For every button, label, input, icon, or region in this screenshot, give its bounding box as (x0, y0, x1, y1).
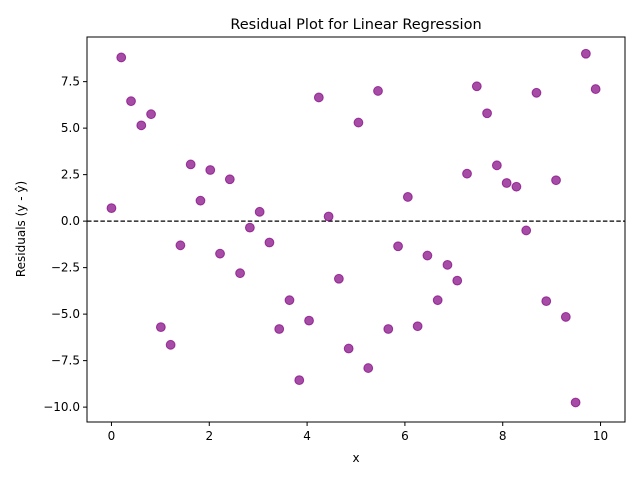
y-tick-label: −10.0 (43, 400, 80, 414)
data-point (452, 275, 463, 286)
data-point (432, 295, 443, 306)
data-point (323, 211, 334, 222)
data-point (343, 343, 354, 354)
x-axis-title: x (352, 451, 359, 465)
y-axis-title: Residuals (y - ŷ) (14, 181, 28, 277)
y-tick-label: 5.0 (61, 121, 80, 135)
data-point (570, 397, 581, 408)
data-point (116, 52, 127, 63)
data-point (215, 248, 225, 259)
data-point (333, 273, 344, 284)
data-point (422, 250, 433, 261)
axes-frame (86, 36, 626, 423)
data-point (304, 315, 314, 326)
plot-area: 0 2 4 6 8 10 7.5 5.0 2.5 0.0 −2.5 −5.0 −7.5 −10.0 (43, 36, 626, 443)
data-point (155, 322, 166, 333)
data-point (264, 237, 275, 248)
data-point (541, 296, 552, 307)
data-point (224, 174, 235, 185)
data-point (274, 324, 285, 334)
x-tick-label: 6 (401, 429, 409, 443)
data-point (491, 160, 502, 171)
data-point (442, 259, 453, 270)
data-point (294, 375, 305, 386)
y-tick-label: 2.5 (61, 168, 80, 182)
data-point (106, 203, 117, 214)
data-point (353, 117, 364, 128)
data-point (580, 48, 591, 59)
data-point (136, 120, 147, 131)
x-tick-label: 0 (108, 429, 116, 443)
data-point (511, 181, 522, 192)
data-point (373, 86, 383, 96)
data-point (254, 206, 265, 217)
data-point (284, 295, 295, 306)
y-tick-label: 0.0 (61, 214, 80, 228)
data-point (363, 363, 374, 373)
data-point (313, 92, 324, 103)
data-point (402, 192, 413, 202)
data-point (175, 240, 186, 251)
data-point (471, 81, 482, 92)
data-point (126, 96, 136, 107)
data-point (560, 312, 571, 322)
data-point (195, 195, 206, 206)
data-point (235, 268, 245, 279)
y-tick-label: −2.5 (51, 261, 80, 275)
data-point (521, 225, 532, 236)
data-point (165, 339, 176, 350)
chart-title: Residual Plot for Linear Regression (230, 17, 481, 33)
x-tick-label: 4 (303, 429, 311, 443)
y-tick-label: 7.5 (61, 75, 80, 89)
data-point (501, 178, 512, 188)
data-point (412, 321, 423, 332)
x-tick-label: 2 (205, 429, 213, 443)
data-point (205, 165, 216, 175)
y-tick-label: −7.5 (51, 354, 80, 368)
x-tick-label: 8 (499, 429, 507, 443)
data-point (462, 168, 472, 179)
data-point (482, 108, 492, 119)
y-tick-label: −5.0 (51, 307, 80, 321)
data-point (551, 175, 561, 186)
data-point (531, 87, 542, 98)
data-point (146, 109, 156, 120)
data-point (244, 222, 255, 233)
data-point (383, 324, 394, 334)
x-tick-label: 10 (593, 429, 608, 443)
data-point (185, 159, 196, 170)
data-point (393, 241, 403, 252)
data-point (590, 84, 601, 94)
